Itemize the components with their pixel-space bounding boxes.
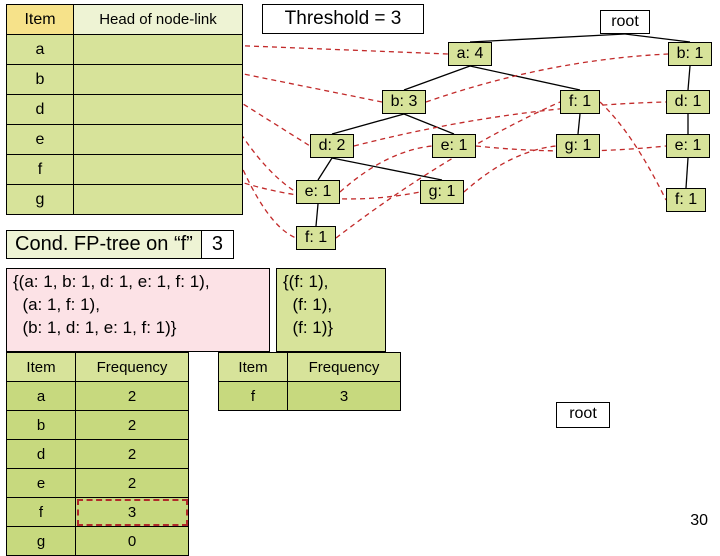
threshold-box: Threshold = 3: [262, 4, 424, 34]
cond-title-num: 3: [202, 230, 234, 259]
freq-header: Item: [219, 353, 288, 382]
freq-cell: 2: [76, 382, 189, 411]
cond-fp-title: Cond. FP-tree on “f”3: [6, 230, 234, 259]
pattern-set-right: {(f: 1), (f: 1), (f: 1)}: [276, 268, 386, 352]
freq-header: Item: [7, 353, 76, 382]
freq-header: Frequency: [288, 353, 401, 382]
freq-cell: b: [7, 411, 76, 440]
cond-root-node: root: [556, 402, 610, 428]
freq-cell: 2: [76, 440, 189, 469]
freq-table-left: ItemFrequencya2b2d2e2f3g0: [6, 352, 189, 556]
header-item: f: [7, 155, 74, 185]
header-item: e: [7, 125, 74, 155]
header-item: a: [7, 35, 74, 65]
tree-node-e1r: e: 1: [666, 134, 710, 158]
header-item: d: [7, 95, 74, 125]
tree-node-d1: d: 1: [666, 90, 710, 114]
freq-cell: 2: [76, 411, 189, 440]
tree-node-g1r: g: 1: [556, 134, 600, 158]
tree-node-b3: b: 3: [382, 90, 426, 114]
freq-cell: d: [7, 440, 76, 469]
tree-node-f1r: f: 1: [560, 90, 600, 114]
slide-number: 30: [690, 512, 708, 530]
cond-title-text: Cond. FP-tree on “f”: [6, 230, 202, 259]
header-link-cell: [74, 65, 243, 95]
tree-node-d2: d: 2: [310, 134, 354, 158]
freq-table-right: ItemFrequencyf3: [218, 352, 401, 411]
tree-node-root: root: [600, 10, 650, 34]
tree-node-b1: b: 1: [668, 42, 712, 66]
header-link-cell: [74, 155, 243, 185]
header-col-item: Item: [7, 5, 74, 35]
header-table: ItemHead of node-linkabdefg: [6, 4, 243, 215]
freq-cell: 0: [76, 527, 189, 556]
freq-cell: g: [7, 527, 76, 556]
freq-header: Frequency: [76, 353, 189, 382]
pattern-set-left: {(a: 1, b: 1, d: 1, e: 1, f: 1), (a: 1, …: [6, 268, 270, 352]
tree-node-f1l: f: 1: [296, 226, 336, 250]
freq-cell: a: [7, 382, 76, 411]
tree-node-e1l: e: 1: [296, 180, 340, 204]
header-link-cell: [74, 125, 243, 155]
freq-cell: f: [219, 382, 288, 411]
freq-cell: 3: [76, 498, 189, 527]
freq-cell: e: [7, 469, 76, 498]
header-item: g: [7, 185, 74, 215]
header-link-cell: [74, 185, 243, 215]
tree-node-e1m: e: 1: [432, 134, 476, 158]
freq-cell: 2: [76, 469, 189, 498]
header-link-cell: [74, 35, 243, 65]
tree-node-g1m: g: 1: [420, 180, 464, 204]
header-item: b: [7, 65, 74, 95]
header-col-link: Head of node-link: [74, 5, 243, 35]
freq-cell: f: [7, 498, 76, 527]
freq-cell: 3: [288, 382, 401, 411]
tree-node-a4: a: 4: [448, 42, 492, 66]
header-link-cell: [74, 95, 243, 125]
tree-node-f1b: f: 1: [666, 188, 706, 212]
